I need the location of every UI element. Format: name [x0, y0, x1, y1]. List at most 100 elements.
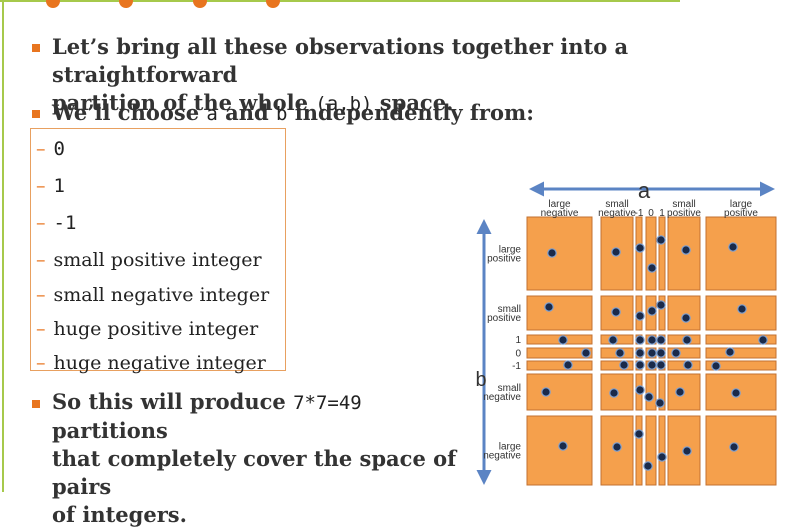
column-label: small — [605, 199, 628, 210]
sample-dot — [608, 335, 618, 345]
sample-dot — [656, 300, 666, 310]
partition-cell — [526, 415, 593, 486]
sample-dot — [647, 335, 657, 345]
sample-dot — [611, 307, 621, 317]
sample-dot — [731, 388, 741, 398]
sample-dot — [612, 442, 622, 452]
list-item-text: huge positive integer — [53, 318, 259, 340]
partition-cell — [645, 415, 657, 486]
partition-cell — [526, 295, 593, 331]
list-item: – huge positive integer — [36, 318, 259, 340]
column-label: small — [672, 199, 695, 210]
row-label: positive — [487, 313, 521, 324]
sample-dot — [635, 360, 645, 370]
row-label: negative — [483, 392, 521, 403]
sample-dot — [671, 348, 681, 358]
bullet-1-line2: partition of the whole — [52, 90, 316, 115]
partition-cell — [526, 347, 593, 359]
decor-dot — [46, 0, 60, 8]
sample-dot — [563, 360, 573, 370]
list-item-text: -1 — [53, 212, 77, 234]
row-label: positive — [487, 254, 521, 265]
bullet-2-pre: We’ll choose — [52, 100, 207, 125]
bullet-3-pre: So this will produce — [52, 389, 294, 414]
partition-cell — [705, 360, 777, 371]
column-label: large — [730, 199, 753, 210]
column-label: positive — [724, 208, 758, 219]
sample-dot — [635, 348, 645, 358]
sample-dot — [644, 392, 654, 402]
sample-dot — [611, 247, 621, 257]
list-item: –1 — [36, 175, 65, 197]
partition-cell — [705, 334, 777, 345]
sample-dot — [657, 452, 667, 462]
list-item: – small positive integer — [36, 249, 262, 271]
sample-dot — [656, 235, 666, 245]
partition-cell — [667, 373, 701, 411]
left-rule — [2, 0, 4, 492]
sample-dot — [635, 243, 645, 253]
list-item-text: small positive integer — [53, 249, 262, 271]
row-label: large — [499, 442, 522, 453]
partition-cell — [526, 216, 593, 291]
partition-cell — [667, 347, 701, 359]
partition-cell — [705, 347, 777, 359]
sample-dot — [609, 388, 619, 398]
sample-dot — [656, 335, 666, 345]
sample-dot — [647, 348, 657, 358]
column-label: 0 — [648, 208, 654, 219]
column-label: positive — [667, 208, 701, 219]
bullet-2-text: We’ll choose a and b independently from: — [52, 99, 742, 128]
partition-cell — [635, 216, 643, 291]
sample-dot — [635, 311, 645, 321]
column-label: large — [548, 199, 571, 210]
bullet-1-text: Let’s bring all these observations toget… — [52, 33, 742, 118]
bullet-2-mid: and — [217, 100, 277, 125]
decor-dot — [266, 0, 280, 8]
column-label: negative — [541, 208, 579, 219]
bullet-2-code-b: b — [276, 103, 288, 125]
axis-b-label: b — [475, 369, 486, 391]
partition-cell — [526, 373, 593, 411]
bullet-2-code-a: a — [206, 103, 218, 125]
partition-cell — [658, 295, 666, 331]
sample-dot — [643, 461, 653, 471]
sample-dot — [619, 360, 629, 370]
sample-dot — [634, 429, 644, 439]
sample-dot — [547, 248, 557, 258]
list-item-text: small negative integer — [53, 284, 270, 306]
sample-dot — [647, 360, 657, 370]
bullet-1-post: space. — [372, 90, 454, 115]
partition-cell — [658, 373, 666, 411]
partition-cell — [658, 216, 666, 291]
sample-dot — [656, 348, 666, 358]
column-label: negative — [598, 208, 636, 219]
sample-dot — [558, 335, 568, 345]
partition-cell — [667, 295, 701, 331]
sample-dot — [581, 348, 591, 358]
list-item: – -1 — [36, 212, 77, 234]
bullet-3-code: 7*7=49 — [293, 392, 362, 414]
sample-dot — [647, 263, 657, 273]
column-label: -1 — [635, 208, 644, 219]
bullet-marker — [32, 110, 40, 118]
partition-cell — [705, 415, 777, 486]
row-label: 1 — [515, 335, 521, 346]
sample-dot — [655, 398, 665, 408]
partition-cell — [658, 415, 666, 486]
partition-cell — [705, 373, 777, 411]
bullet-1-code: (a,b) — [315, 93, 373, 115]
sample-dot — [635, 385, 645, 395]
bullet-1-line1: Let’s bring all these observations toget… — [52, 34, 629, 87]
partition-cell — [645, 216, 657, 291]
value-list-box — [30, 128, 286, 371]
bullet-2-post: independently from: — [287, 100, 534, 125]
list-item: –0 — [36, 138, 65, 160]
list-item-text: huge negative integer — [53, 352, 266, 374]
sample-dot — [725, 347, 735, 357]
sample-dot — [758, 335, 768, 345]
bullet-marker — [32, 44, 40, 52]
list-item: – huge negative integer — [36, 352, 266, 374]
row-label: small — [498, 383, 521, 394]
sample-dot — [635, 335, 645, 345]
